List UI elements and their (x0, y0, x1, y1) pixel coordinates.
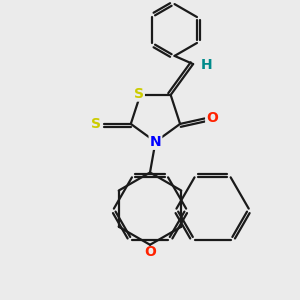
Text: O: O (206, 112, 218, 125)
Text: S: S (91, 117, 101, 131)
Text: H: H (201, 58, 213, 72)
Text: N: N (150, 135, 161, 149)
Text: S: S (134, 87, 144, 100)
Text: O: O (144, 245, 156, 259)
